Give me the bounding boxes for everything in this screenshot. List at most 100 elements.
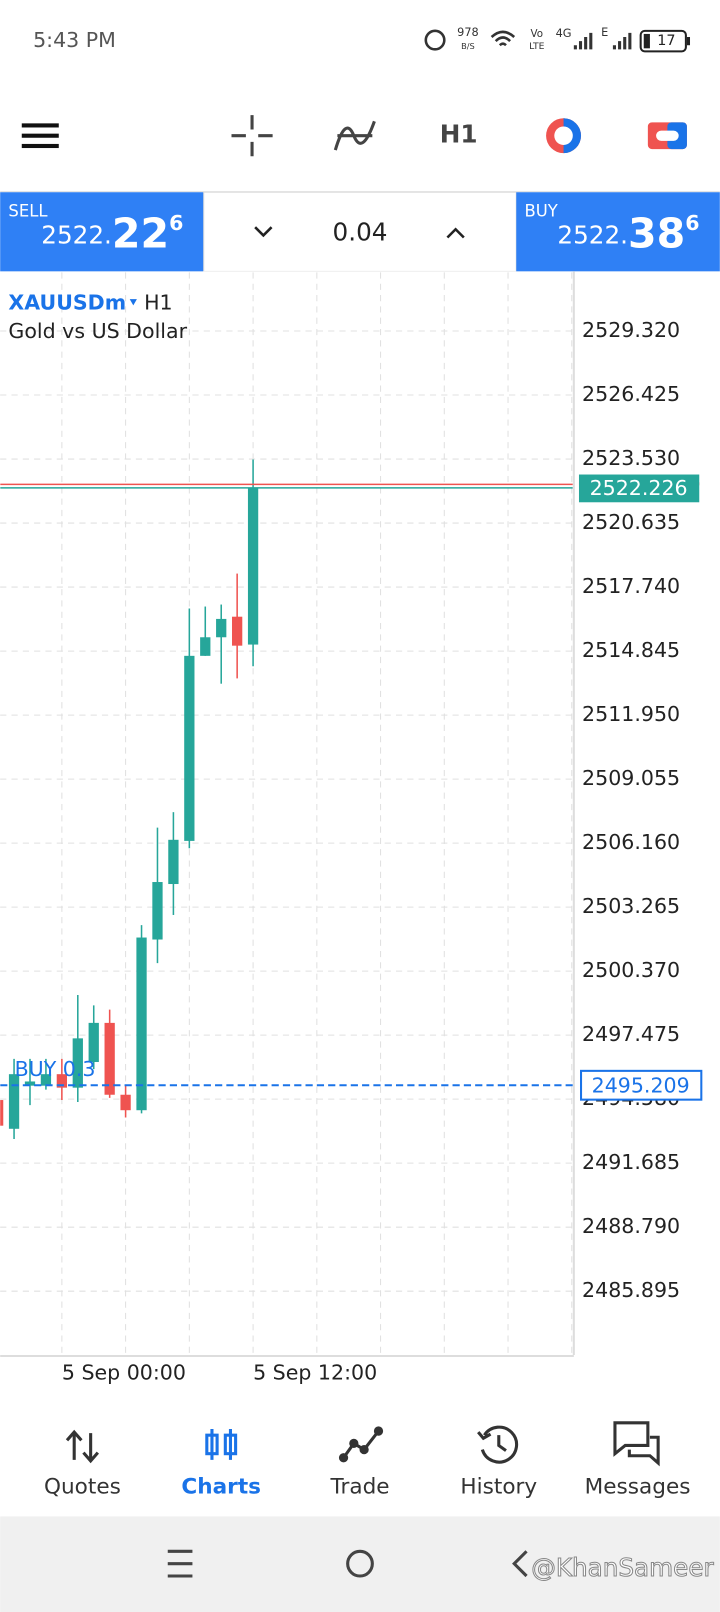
grid — [0, 272, 573, 1355]
y-tick-label: 2497.475 — [582, 1022, 680, 1046]
candle-body — [24, 1081, 36, 1086]
y-tick-label: 2520.635 — [582, 510, 680, 534]
recents-button[interactable] — [167, 1549, 193, 1578]
battery-level — [643, 33, 650, 49]
battery-text: 17 — [657, 33, 675, 49]
icon-shape — [656, 130, 679, 141]
status-bar — [0, 0, 720, 83]
icon-shape — [338, 1453, 349, 1463]
buy-price: 2522.386 — [557, 209, 699, 257]
volume[interactable]: 0.04 — [333, 217, 388, 246]
buy-button[interactable] — [516, 192, 720, 272]
icon-shape — [342, 1430, 380, 1459]
sell-label: SELL — [8, 201, 48, 220]
sell-button[interactable] — [0, 192, 204, 272]
indicators-button[interactable] — [333, 120, 376, 151]
icon-shape — [477, 1425, 519, 1464]
position-label: BUY 0.3 — [15, 1057, 96, 1081]
icon-shape — [223, 1433, 238, 1456]
y-tick-label: 2503.265 — [582, 894, 680, 918]
nav-item[interactable]: Messages — [585, 1475, 691, 1500]
net-speed: 978 — [457, 26, 479, 39]
net-unit: B/S — [461, 41, 475, 51]
system-nav — [0, 1516, 720, 1612]
buy-label: BUY — [524, 201, 558, 220]
y-tick-label: 2514.845 — [582, 638, 680, 662]
candle-body — [200, 637, 211, 656]
bid-label-box — [578, 474, 700, 503]
icon-shape — [373, 1426, 384, 1436]
nav-item[interactable]: History — [460, 1475, 537, 1500]
y-tick-label: 2506.160 — [582, 830, 680, 854]
candle-body — [88, 1022, 99, 1063]
candle-body — [0, 1100, 4, 1126]
candle-body — [152, 882, 163, 940]
y-tick-label: 2491.685 — [582, 1150, 680, 1174]
home-button[interactable] — [346, 1549, 374, 1578]
y-tick-label: 2511.950 — [582, 702, 680, 726]
y-tick-label: 2509.055 — [582, 766, 680, 790]
signal-icon-2 — [612, 32, 632, 50]
axes: 2529.320 2526.425 2523.530 2520.635 2517.740… — [62, 318, 703, 1384]
watermark: @KhanSameer — [531, 1553, 714, 1582]
icon-shape — [349, 1438, 359, 1449]
timeframe-button[interactable]: H1 — [440, 120, 478, 149]
position-price: 2495.209 — [592, 1073, 690, 1097]
symbol-dropdown[interactable] — [129, 299, 137, 306]
trade-button[interactable] — [647, 122, 687, 150]
y-tick-label: 2526.425 — [582, 382, 680, 406]
position-price-box — [580, 1069, 703, 1101]
wifi-icon — [490, 30, 516, 47]
x-tick-label: 5 Sep 00:00 — [62, 1360, 186, 1384]
menu-button[interactable] — [21, 123, 59, 149]
nav-icon — [613, 1421, 660, 1467]
nav-item[interactable]: Trade — [329, 1475, 389, 1500]
volume-down[interactable] — [254, 226, 273, 238]
menu-bar — [21, 143, 59, 149]
candle-body — [104, 1022, 115, 1095]
volume-box — [203, 191, 517, 272]
crosshair-button[interactable] — [231, 115, 273, 157]
candle-body — [120, 1094, 131, 1111]
buy-price-main: 2522. — [557, 220, 628, 249]
buy-price-big: 38 — [628, 209, 685, 257]
volte-top: Vo — [531, 28, 544, 40]
icon-shape — [65, 1429, 100, 1464]
symbol[interactable]: XAUUSDm — [8, 290, 126, 314]
icon-shape — [554, 126, 573, 145]
plot: BUY 0.3 — [0, 459, 573, 1139]
back-button[interactable] — [512, 1550, 528, 1578]
chart-timeframe: H1 — [144, 290, 173, 314]
nav-item[interactable]: Charts — [181, 1475, 261, 1500]
sell-price-big: 22 — [112, 209, 169, 257]
sell-price-sup: 6 — [169, 211, 183, 235]
candle-body — [232, 616, 243, 646]
status-time: 5:43 PM — [33, 28, 116, 52]
icon-shape — [205, 1433, 219, 1456]
sell-price: 2522.226 — [41, 209, 183, 257]
candle-body — [40, 1074, 52, 1086]
battery-icon — [639, 29, 687, 53]
volte-bottom: LTE — [529, 41, 545, 52]
candle-body — [56, 1074, 68, 1088]
buy-price-sup: 6 — [685, 211, 699, 235]
candle-body — [247, 487, 259, 645]
volume-up[interactable] — [446, 227, 465, 239]
signal-icon — [573, 32, 593, 50]
icon-shape — [359, 1444, 369, 1455]
symbol-description: Gold vs US Dollar — [8, 319, 187, 343]
icon-shape — [613, 1421, 660, 1467]
y-tick-label: 2523.530 — [582, 446, 680, 470]
y-tick-label: 2529.320 — [582, 318, 680, 342]
nav-icon — [477, 1425, 519, 1464]
nav-icon — [338, 1426, 384, 1463]
network-type-2: E — [601, 26, 608, 39]
network-type: 4G — [556, 27, 572, 40]
nav-item[interactable]: Quotes — [44, 1475, 121, 1500]
objects-button[interactable] — [546, 118, 582, 154]
nav-icon — [205, 1429, 238, 1460]
bid-label: 2522.226 — [590, 476, 688, 500]
y-tick-label: 2517.740 — [582, 574, 680, 598]
